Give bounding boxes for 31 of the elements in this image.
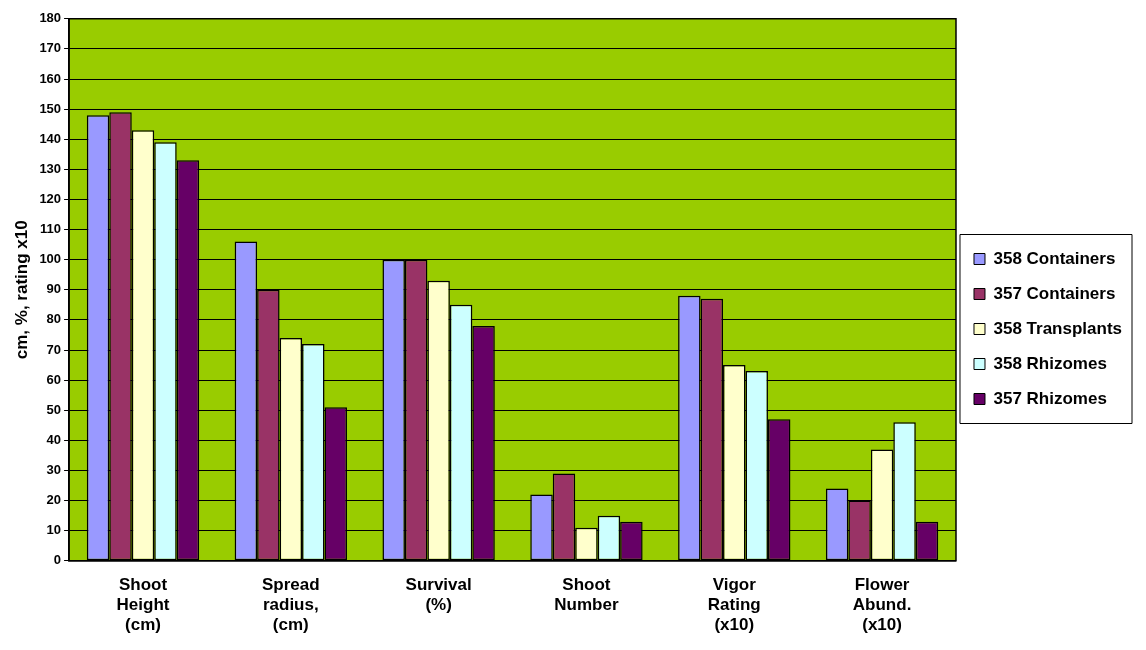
legend-label: 358 Containers — [993, 248, 1116, 268]
x-tick-label: Flower Abund. (x10) — [852, 574, 912, 635]
y-tick-label: 170 — [39, 40, 62, 56]
y-tick-label: 20 — [46, 492, 62, 508]
x-tick-label: Survival (%) — [405, 574, 472, 615]
x-tick-label: Shoot Number — [554, 574, 619, 615]
y-tick-label: 180 — [39, 10, 62, 26]
y-tick-label: 150 — [39, 100, 62, 116]
y-tick-label: 140 — [39, 130, 62, 146]
legend-label: 357 Rhizomes — [993, 388, 1107, 408]
y-tick-label: 70 — [46, 341, 62, 357]
legend-label: 358 Rhizomes — [993, 353, 1107, 373]
x-tick-label: Shoot Height (cm) — [116, 574, 170, 635]
y-tick-label: 10 — [46, 522, 62, 538]
y-tick-label: 120 — [39, 191, 62, 207]
y-tick-label: 130 — [39, 160, 62, 176]
y-tick-label: 0 — [53, 552, 62, 568]
y-tick-label: 90 — [46, 281, 62, 297]
x-tick-label: Spread radius, (cm) — [262, 574, 320, 635]
y-tick-label: 50 — [46, 401, 62, 417]
x-tick-label: Vigor Rating (x10) — [707, 574, 761, 635]
y-tick-label: 110 — [40, 221, 62, 237]
y-tick-label: 80 — [46, 311, 62, 327]
y-tick-label: 40 — [46, 431, 62, 447]
y-tick-label: 60 — [46, 371, 62, 387]
y-tick-label: 160 — [39, 70, 62, 86]
y-tick-label: 30 — [46, 462, 62, 478]
legend-label: 358 Transplants — [993, 318, 1123, 338]
legend-label: 357 Containers — [993, 283, 1116, 303]
y-axis-title: cm, %, rating x10 — [11, 220, 31, 360]
y-tick-label: 100 — [39, 251, 62, 267]
